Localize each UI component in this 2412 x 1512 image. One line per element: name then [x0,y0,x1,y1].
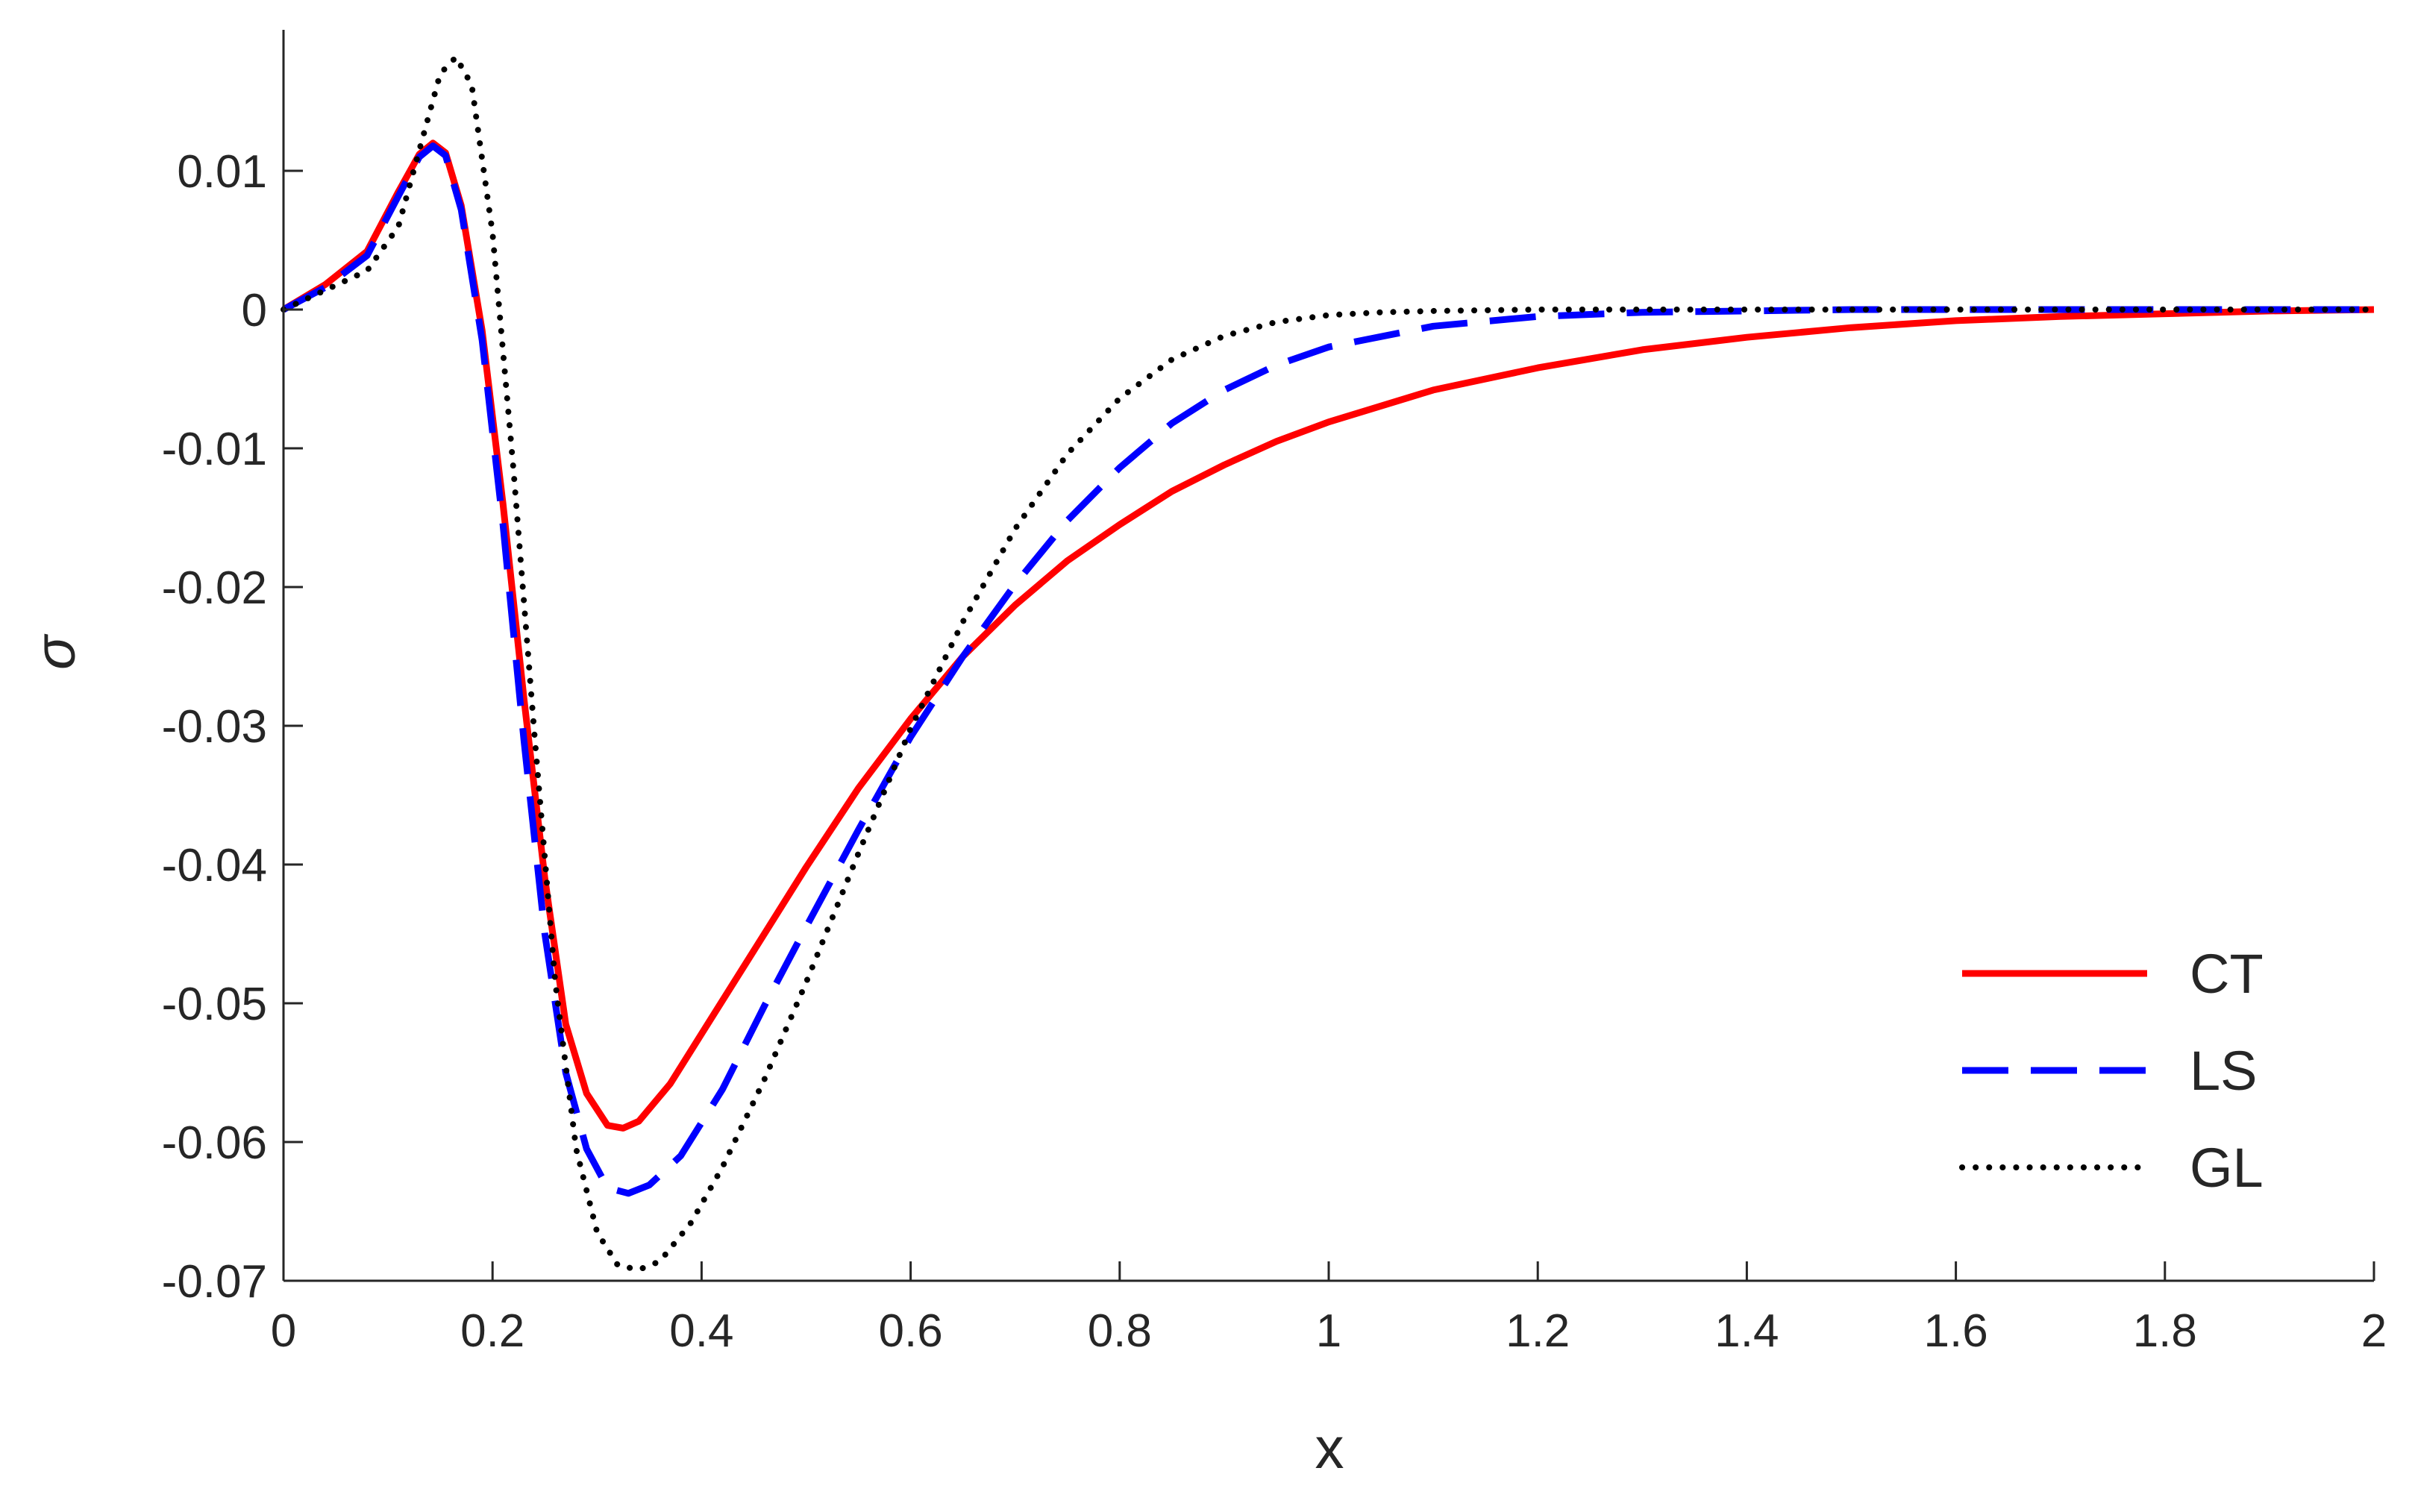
y-tick-label: 0.01 [177,146,267,198]
y-tick-label: -0.03 [162,701,267,753]
x-tick-label: 1.8 [2133,1305,2197,1357]
y-tick-label: 0 [242,285,267,336]
series-line-gl [281,54,2377,1273]
x-tick-label: 0.8 [1088,1305,1152,1357]
plot-curves [281,54,2377,1273]
x-tick-label: 0.6 [878,1305,942,1357]
x-axis-label: x [1315,1415,1344,1481]
x-tick-label: 1.4 [1714,1305,1779,1357]
y-tick-label: -0.07 [162,1256,267,1308]
legend-label-ct: CT [2190,943,2264,1005]
x-tick-label: 1 [1316,1305,1341,1357]
x-tick-label: 0.2 [460,1305,524,1357]
y-axis-label: σ [24,633,87,670]
x-tick-labels: 0 0.2 0.4 0.6 0.8 1 1.2 1.4 1.6 1.8 2 [271,1305,2387,1357]
axes [282,30,2374,1282]
x-tick-label: 1.6 [1923,1305,1987,1357]
y-tick-labels: 0.01 0 -0.01 -0.02 -0.03 -0.04 -0.05 -0.06 -0.07 [162,146,267,1308]
x-tick-label: 2 [2361,1305,2387,1357]
tick-marks [282,169,2375,1282]
series-line-ls [281,142,2374,1197]
legend-label-ls: LS [2190,1040,2258,1102]
y-tick-label: -0.06 [162,1117,267,1169]
y-tick-label: -0.01 [162,424,267,475]
legend: CT LS GL [1959,943,2264,1199]
x-tick-label: 0.4 [669,1305,733,1357]
y-tick-label: -0.04 [162,840,267,891]
series-line-ct [281,139,2375,1132]
y-tick-label: -0.05 [162,979,267,1030]
y-tick-label: -0.02 [162,562,267,614]
x-tick-label: 1.2 [1506,1305,1570,1357]
legend-label-gl: GL [2190,1137,2264,1199]
x-tick-label: 0 [271,1305,296,1357]
